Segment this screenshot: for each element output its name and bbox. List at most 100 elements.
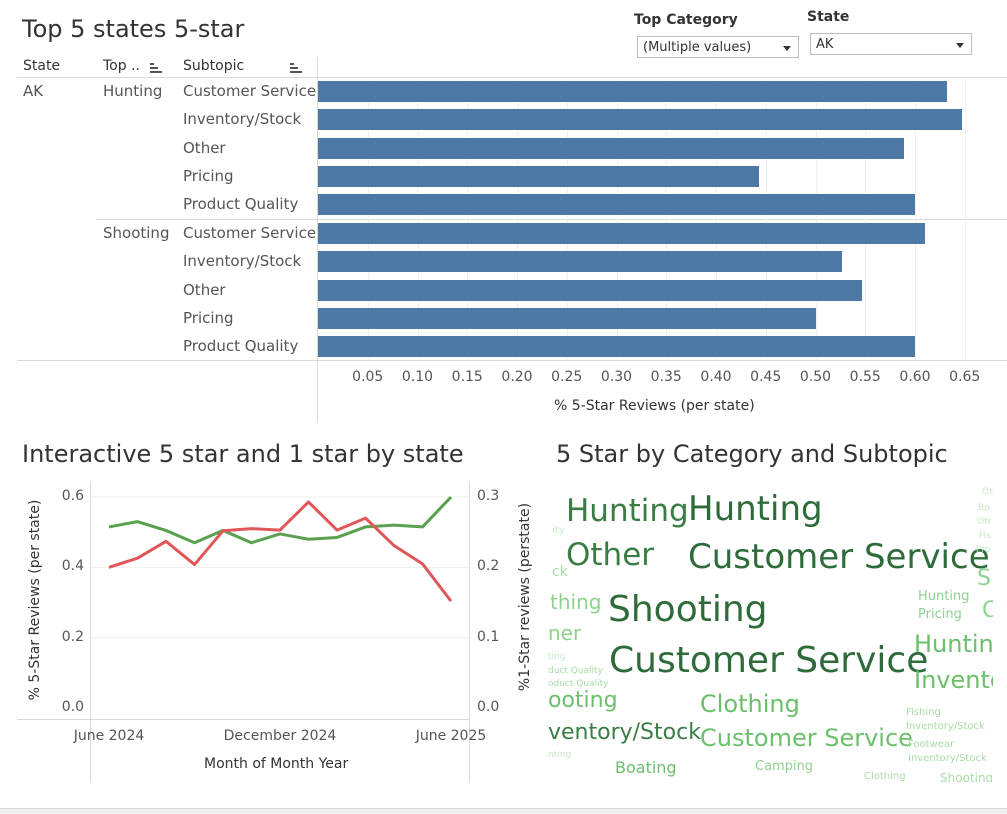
word-cloud-term[interactable]: Bo [978,503,990,513]
word-cloud-term[interactable]: thing [550,590,602,614]
top-category-dropdown[interactable]: (Multiple values) [637,36,799,58]
word-cloud-term[interactable]: Invento [914,666,993,694]
word-cloud-title: 5 Star by Category and Subtopic [556,440,948,468]
x-gridline [915,78,916,360]
word-cloud-term[interactable]: ting [548,652,566,662]
five-star-series-line[interactable] [108,495,453,545]
word-cloud-term[interactable]: Inventory/Stock [908,753,987,764]
x-gridline [964,78,966,360]
word-cloud-term[interactable]: Shooting [608,589,768,630]
line-chart-x-axis-title: Month of Month Year [204,756,349,772]
word-cloud-term[interactable]: Boating [615,758,677,777]
x-gridline [765,78,767,360]
line-chart-title: Interactive 5 star and 1 star by state [22,440,464,468]
line-x-tick-label: June 2024 [73,728,145,744]
word-cloud-term[interactable]: Pro [976,545,991,555]
chart-left-border [317,57,318,422]
word-cloud-term[interactable]: Inventory/Stock [906,721,985,732]
word-cloud-term[interactable]: ner [548,621,582,645]
bar-mark[interactable] [318,194,915,216]
top-category-filter-label: Top Category [634,12,738,28]
word-cloud-term[interactable]: Hunting [918,589,970,604]
state-cell: AK [23,82,44,100]
word-cloud-term[interactable]: ooting [548,688,618,713]
word-cloud-term[interactable]: Clothing [700,690,800,718]
bar-mark[interactable] [318,81,947,102]
word-cloud-term[interactable]: Ot [982,487,993,497]
word-cloud-term[interactable]: Camping [755,759,814,774]
subtopic-cell: Product Quality [183,195,299,214]
bar-mark[interactable] [318,279,863,301]
word-cloud-term[interactable]: Pricing [918,607,962,622]
state-dropdown[interactable]: AK [810,33,972,55]
x-gridline [367,78,369,360]
left-y-tick-label: 0.4 [61,558,84,575]
word-cloud-term[interactable]: duct Quality [548,666,603,676]
x-gridline [417,78,419,360]
word-cloud-term[interactable]: Hunting [688,489,823,529]
sort-icon[interactable] [290,63,302,73]
bar-mark[interactable] [318,223,925,244]
top-category-value: (Multiple values) [643,40,752,55]
word-cloud-term[interactable]: oduct Quality [548,679,609,689]
category-cell-shooting: Shooting [103,224,170,242]
top-chart-title: Top 5 states 5-star [22,15,245,43]
bar-mark[interactable] [318,109,962,131]
subtopic-cell: Product Quality [183,337,299,356]
x-tick-label: 0.20 [501,369,533,385]
subtopic-cell: Pricing [183,308,234,327]
right-y-tick-label: 0.2 [477,558,500,575]
bar-mark[interactable] [318,137,905,159]
x-tick-label: 0.50 [799,369,832,385]
line-chart-right-axis [469,482,470,782]
chevron-down-icon[interactable] [953,34,967,54]
group-divider [97,219,1007,220]
word-cloud-term[interactable]: nting [548,750,572,760]
bar-mark[interactable] [318,307,816,329]
word-cloud-term[interactable]: Shooting [940,771,993,782]
word-cloud-term[interactable]: Otr [977,517,992,527]
subtopic-cell: Customer Service [183,224,317,242]
state-filter-label: State [807,9,850,25]
word-cloud-term[interactable]: Fishing [906,707,941,718]
top-category-column-header[interactable]: Top .. [103,58,140,74]
bar-mark[interactable] [318,165,759,187]
subtopic-column-header[interactable]: Subtopic [183,58,245,74]
bar-mark[interactable] [318,336,915,358]
word-cloud-term[interactable]: Hunting [566,493,689,529]
state-value: AK [816,37,834,52]
chart-bottom-border [17,360,1007,361]
word-cloud-term[interactable]: Customer Service [700,724,913,752]
word-cloud-term[interactable]: Customer Service [688,537,990,577]
bottom-scrollbar[interactable] [0,808,1007,814]
word-cloud-term[interactable]: Other [566,537,655,573]
x-tick-label: 0.30 [600,369,633,385]
word-cloud-term[interactable]: ck [552,564,568,580]
word-cloud-term[interactable]: Customer Service [609,640,929,681]
x-tick-label: 0.15 [451,369,483,385]
left-y-tick-label: 0.0 [61,699,84,715]
bar-mark[interactable] [318,251,843,273]
word-cloud-term[interactable]: Huntin [914,630,993,658]
one-star-series-line[interactable] [108,500,453,603]
word-cloud-term[interactable]: Fis [979,531,991,541]
x-tick-label: 0.45 [750,369,782,385]
word-cloud-term[interactable]: ventory/Stock [548,720,701,745]
state-column-header[interactable]: State [23,58,61,74]
x-gridline [467,78,469,360]
word-cloud-term[interactable]: O [982,598,993,623]
chevron-down-icon[interactable] [780,37,794,57]
word-cloud-term[interactable]: S [977,566,991,591]
subtopic-cell: Inventory/Stock [183,252,302,271]
x-tick-label: 0.40 [700,369,732,385]
word-cloud-term[interactable]: Footwear [908,739,955,750]
sort-icon[interactable] [150,63,162,73]
word-cloud-term[interactable]: ity [552,525,565,536]
x-gridline [716,78,717,360]
x-tick-label: 0.25 [551,369,583,385]
word-cloud-term[interactable]: Clothing [864,771,906,782]
subtopic-cell: Pricing [183,166,234,185]
x-tick-label: 0.10 [401,369,434,385]
line-chart-x-baseline [17,719,470,720]
